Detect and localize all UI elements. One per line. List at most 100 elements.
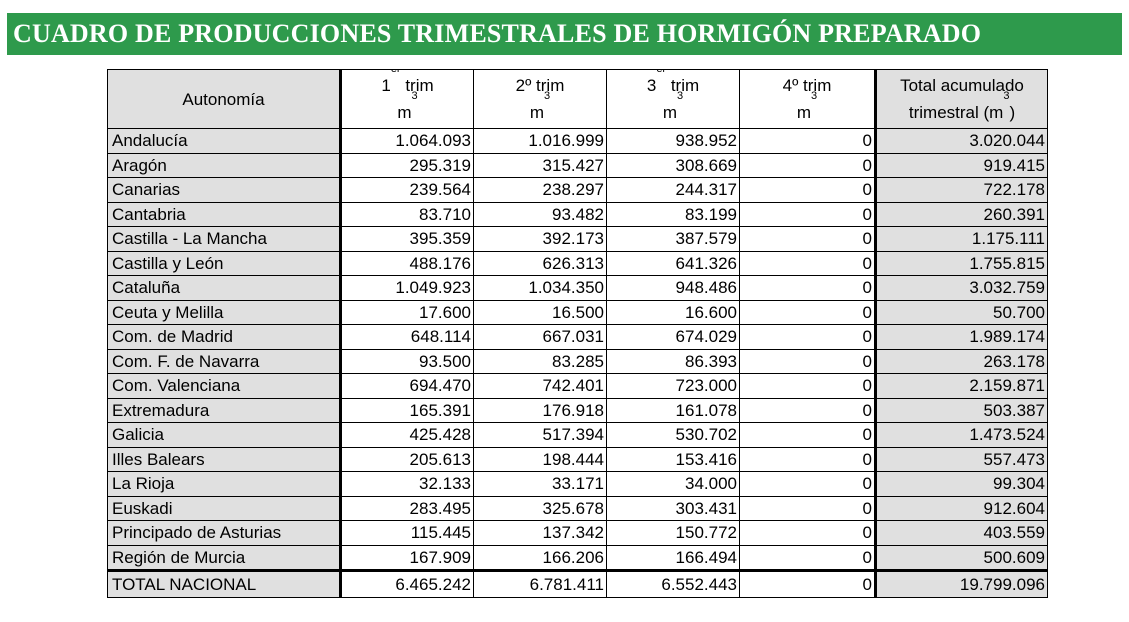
table-row: Aragón 295.319 315.427 308.669 0 919.415 xyxy=(107,152,1048,178)
header-total: Total acumulado trimestral (m3) xyxy=(875,69,1048,129)
table-row: Com. F. de Navarra 93.500 83.285 86.393 0 263… xyxy=(107,348,1048,374)
q2-cell: 166.206 xyxy=(473,544,607,571)
region-cell: Cantabria xyxy=(107,201,342,227)
region-cell: Castilla y León xyxy=(107,250,342,276)
q4-cell: 0 xyxy=(739,446,877,472)
table-row: Cataluña 1.049.923 1.034.350 948.486 0 3.032.… xyxy=(107,275,1048,301)
q2-cell: 198.444 xyxy=(473,446,607,472)
region-cell: Galicia xyxy=(107,422,342,448)
table-row: Castilla - La Mancha 395.359 392.173 387.57… xyxy=(107,226,1048,252)
q3-cell: 244.317 xyxy=(606,177,740,203)
total-q3: 6.552.443 xyxy=(606,569,740,598)
q4-cell: 0 xyxy=(739,471,877,497)
table-row: Euskadi 283.495 325.678 303.431 0 912.604 xyxy=(107,495,1048,521)
total-cell: 912.604 xyxy=(875,495,1048,521)
q2-cell: 1.034.350 xyxy=(473,275,607,301)
header-q3-unit: m xyxy=(662,103,678,122)
region-cell: Región de Murcia xyxy=(107,544,342,571)
q3-cell: 641.326 xyxy=(606,250,740,276)
header-total-line2: trimestral (m xyxy=(908,103,1004,122)
header-q1-unit-sup: 3 xyxy=(411,90,418,102)
header-q3-unit-sup: 3 xyxy=(677,90,684,102)
q1-cell: 425.428 xyxy=(340,422,474,448)
q3-cell: 938.952 xyxy=(606,128,740,154)
q1-cell: 165.391 xyxy=(340,397,474,423)
total-cell: 3.032.759 xyxy=(875,275,1048,301)
q3-cell: 674.029 xyxy=(606,324,740,350)
header-q4-label: 4º trim xyxy=(782,76,832,95)
total-cell: 722.178 xyxy=(875,177,1048,203)
table-row: Castilla y León 488.176 626.313 641.326 0 1.7… xyxy=(107,250,1048,276)
header-q1: 1er trim m3 xyxy=(340,69,474,129)
q4-cell: 0 xyxy=(739,495,877,521)
header-q4: 4º trim m3 xyxy=(739,69,877,129)
total-cell: 260.391 xyxy=(875,201,1048,227)
total-cell: 99.304 xyxy=(875,471,1048,497)
q3-cell: 83.199 xyxy=(606,201,740,227)
q2-cell: 1.016.999 xyxy=(473,128,607,154)
q2-cell: 16.500 xyxy=(473,299,607,325)
total-cell: 1.473.524 xyxy=(875,422,1048,448)
table-body: Andalucía 1.064.093 1.016.999 938.952 0 3.020… xyxy=(107,128,1048,571)
q1-cell: 83.710 xyxy=(340,201,474,227)
q3-cell: 303.431 xyxy=(606,495,740,521)
total-q4: 0 xyxy=(739,569,877,598)
q3-cell: 948.486 xyxy=(606,275,740,301)
header-q1-word: trim xyxy=(400,76,434,95)
q1-cell: 93.500 xyxy=(340,348,474,374)
header-q4-unit: m xyxy=(796,103,812,122)
q2-cell: 83.285 xyxy=(473,348,607,374)
q2-cell: 238.297 xyxy=(473,177,607,203)
header-row: Autonomía 1er trim m3 2º trim m3 3er tri… xyxy=(107,69,1048,129)
q4-cell: 0 xyxy=(739,422,877,448)
region-cell: Andalucía xyxy=(107,128,342,154)
total-cell: 919.415 xyxy=(875,152,1048,178)
total-cell: 500.609 xyxy=(875,544,1048,571)
table-row: Región de Murcia 167.909 166.206 166.494 0 50… xyxy=(107,544,1048,571)
total-cell: 1.755.815 xyxy=(875,250,1048,276)
production-table: Autonomía 1er trim m3 2º trim m3 3er tri… xyxy=(107,69,1048,598)
region-cell: Com. de Madrid xyxy=(107,324,342,350)
total-q1: 6.465.242 xyxy=(340,569,474,598)
q1-cell: 167.909 xyxy=(340,544,474,571)
total-row: TOTAL NACIONAL 6.465.242 6.781.411 6.552… xyxy=(107,569,1048,598)
q2-cell: 667.031 xyxy=(473,324,607,350)
region-cell: Canarias xyxy=(107,177,342,203)
q2-cell: 626.313 xyxy=(473,250,607,276)
table-row: Galicia 425.428 517.394 530.702 0 1.473.524 xyxy=(107,422,1048,448)
header-q2-unit: m xyxy=(529,103,545,122)
table-row: Extremadura 165.391 176.918 161.078 0 503.387 xyxy=(107,397,1048,423)
q3-cell: 530.702 xyxy=(606,422,740,448)
q4-cell: 0 xyxy=(739,250,877,276)
q1-cell: 488.176 xyxy=(340,250,474,276)
region-cell: Aragón xyxy=(107,152,342,178)
q1-cell: 395.359 xyxy=(340,226,474,252)
header-q2: 2º trim m3 xyxy=(473,69,607,129)
region-cell: Euskadi xyxy=(107,495,342,521)
q2-cell: 93.482 xyxy=(473,201,607,227)
q4-cell: 0 xyxy=(739,520,877,546)
q3-cell: 308.669 xyxy=(606,152,740,178)
total-cell: 263.178 xyxy=(875,348,1048,374)
table-row: Ceuta y Melilla 17.600 16.500 16.600 0 50.700 xyxy=(107,299,1048,325)
q1-cell: 205.613 xyxy=(340,446,474,472)
q3-cell: 387.579 xyxy=(606,226,740,252)
header-q3-num: 3 xyxy=(646,76,657,95)
header-q3-word: trim xyxy=(666,76,700,95)
q2-cell: 33.171 xyxy=(473,471,607,497)
q4-cell: 0 xyxy=(739,324,877,350)
table-row: Illes Balears 205.613 198.444 153.416 0 557.4… xyxy=(107,446,1048,472)
q1-cell: 1.064.093 xyxy=(340,128,474,154)
q4-cell: 0 xyxy=(739,397,877,423)
q1-cell: 239.564 xyxy=(340,177,474,203)
total-q2: 6.781.411 xyxy=(473,569,607,598)
page-title: CUADRO DE PRODUCCIONES TRIMESTRALES DE H… xyxy=(7,13,1122,55)
table-row: Com. de Madrid 648.114 667.031 674.029 0 1.98… xyxy=(107,324,1048,350)
table-row: Canarias 239.564 238.297 244.317 0 722.178 xyxy=(107,177,1048,203)
region-cell: Principado de Asturias xyxy=(107,520,342,546)
q1-cell: 694.470 xyxy=(340,373,474,399)
q3-cell: 166.494 xyxy=(606,544,740,571)
table-row: Com. Valenciana 694.470 742.401 723.000 0 2.1… xyxy=(107,373,1048,399)
q4-cell: 0 xyxy=(739,373,877,399)
table-row: Principado de Asturias 115.445 137.342 150.… xyxy=(107,520,1048,546)
